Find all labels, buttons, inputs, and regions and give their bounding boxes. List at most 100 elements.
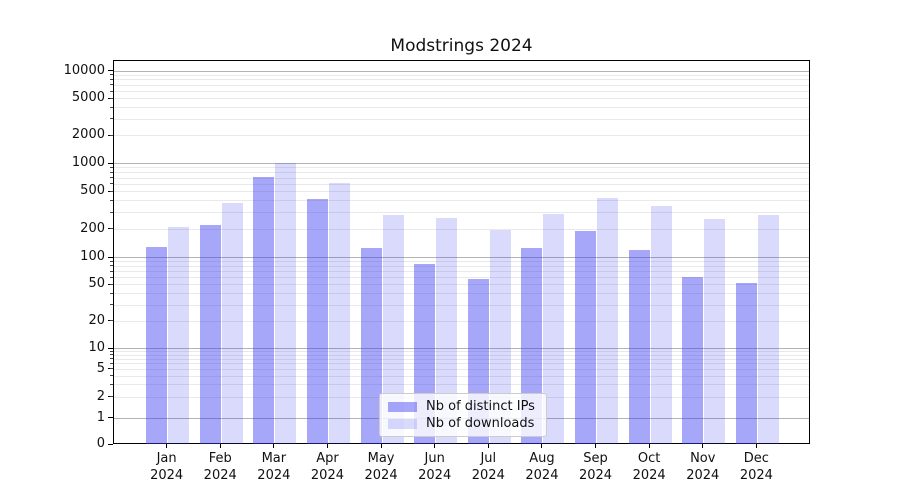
x-tick-mark	[595, 444, 597, 448]
y-minor-tick-mark	[110, 177, 113, 179]
x-tick-label: Sep 2024	[578, 451, 613, 483]
major-gridline	[114, 257, 809, 258]
minor-gridline	[114, 200, 809, 202]
y-minor-tick-mark	[110, 368, 113, 370]
legend: Nb of distinct IPs Nb of downloads	[379, 393, 547, 437]
minor-gridline	[114, 177, 809, 179]
y-minor-tick-mark	[110, 350, 113, 352]
minor-gridline	[114, 375, 809, 377]
y-tick-mark	[108, 162, 113, 164]
minor-gridline	[114, 320, 809, 322]
minor-gridline	[114, 98, 809, 100]
y-minor-tick-mark	[110, 183, 113, 185]
minor-gridline	[114, 172, 809, 174]
minor-gridline	[114, 84, 809, 86]
major-gridline	[114, 348, 809, 349]
minor-gridline	[114, 358, 809, 360]
minor-gridline	[114, 183, 809, 185]
bar-downloads	[328, 182, 350, 444]
bar-distinct-ips	[628, 249, 650, 444]
bar-distinct-ips	[360, 247, 382, 444]
y-tick-label: 10000	[63, 62, 105, 78]
y-minor-tick-mark	[110, 84, 113, 86]
x-tick-label: May 2024	[364, 451, 398, 483]
y-tick-label: 1000	[71, 155, 105, 170]
bar-downloads	[650, 206, 672, 444]
y-minor-tick-mark	[110, 270, 113, 272]
y-minor-tick-mark	[110, 260, 113, 262]
y-tick-label: 1	[96, 409, 105, 425]
y-minor-tick-mark	[110, 78, 113, 80]
bar-downloads	[275, 163, 297, 444]
y-tick-label: 200	[80, 220, 105, 236]
plot-area	[113, 60, 810, 444]
x-tick-label: Apr 2024	[310, 451, 344, 483]
minor-gridline	[114, 74, 809, 76]
x-tick-label: Jul 2024	[471, 451, 505, 483]
bar-distinct-ips	[199, 224, 221, 444]
x-tick-label: Nov 2024	[686, 451, 720, 483]
y-minor-tick-mark	[110, 354, 113, 356]
x-tick-label: Aug 2024	[525, 451, 559, 483]
bar-distinct-ips	[146, 247, 168, 444]
legend-item-downloads: Nb of downloads	[388, 415, 538, 432]
y-minor-tick-mark	[110, 283, 113, 285]
x-tick-label: Oct 2024	[632, 451, 666, 483]
y-tick-label: 2000	[71, 127, 105, 143]
minor-gridline	[114, 118, 809, 120]
y-tick-mark	[108, 417, 113, 418]
major-gridline	[114, 163, 809, 164]
y-minor-tick-mark	[110, 134, 113, 136]
minor-gridline	[114, 107, 809, 109]
bar-downloads	[489, 230, 511, 444]
y-minor-tick-mark	[110, 320, 113, 322]
x-tick-mark	[273, 444, 275, 448]
bar-distinct-ips	[306, 198, 328, 444]
legend-label: Nb of distinct IPs	[426, 399, 535, 414]
x-tick-mark	[380, 444, 382, 448]
x-tick-label: Jun 2024	[418, 451, 452, 483]
minor-gridline	[114, 351, 809, 353]
bar-downloads	[543, 214, 565, 444]
minor-gridline	[114, 212, 809, 214]
y-minor-tick-mark	[110, 90, 113, 92]
minor-gridline	[114, 79, 809, 81]
minor-gridline	[114, 191, 809, 193]
minor-gridline	[114, 304, 809, 306]
y-tick-label: 5000	[71, 90, 105, 106]
y-minor-tick-mark	[110, 358, 113, 360]
x-tick-mark	[219, 444, 221, 448]
y-tick-label: 5	[96, 360, 105, 376]
y-minor-tick-mark	[110, 265, 113, 267]
y-tick-label: 100	[80, 249, 105, 264]
minor-gridline	[114, 293, 809, 295]
x-tick-mark	[648, 444, 650, 448]
x-tick-mark	[326, 444, 328, 448]
y-minor-tick-mark	[110, 383, 113, 385]
minor-gridline	[114, 363, 809, 365]
y-minor-tick-mark	[110, 276, 113, 278]
x-tick-mark	[166, 444, 168, 448]
bar-downloads	[597, 197, 619, 444]
y-tick-label: 20	[88, 312, 105, 328]
minor-gridline	[114, 261, 809, 263]
minor-gridline	[114, 284, 809, 286]
minor-gridline	[114, 354, 809, 356]
bar-distinct-ips	[253, 176, 275, 444]
y-minor-tick-mark	[110, 396, 113, 398]
y-minor-tick-mark	[110, 190, 113, 192]
minor-gridline	[114, 228, 809, 230]
x-tick-label: Feb 2024	[203, 451, 237, 483]
y-tick-label: 500	[80, 183, 105, 199]
chart-title: Modstrings 2024	[390, 36, 533, 56]
y-minor-tick-mark	[110, 375, 113, 377]
x-tick-mark	[541, 444, 543, 448]
y-minor-tick-mark	[110, 292, 113, 294]
legend-item-distinct-ips: Nb of distinct IPs	[388, 398, 538, 415]
y-minor-tick-mark	[110, 106, 113, 108]
y-tick-label: 0	[96, 436, 105, 451]
bar-downloads	[168, 226, 190, 444]
minor-gridline	[114, 91, 809, 93]
y-tick-label: 50	[88, 276, 105, 292]
